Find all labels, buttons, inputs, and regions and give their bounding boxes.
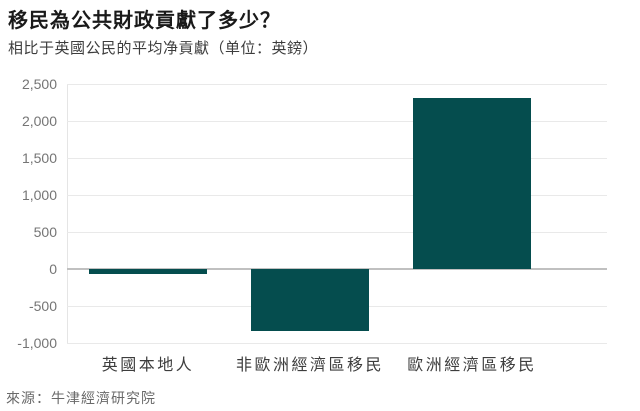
x-category-label: 歐洲經濟區移民 [407,357,537,374]
y-tick-label: 2,000 [21,113,57,129]
plot-area [67,84,607,344]
chart-subtitle: 相比于英國公民的平均净貢獻（单位：英鎊） [8,40,319,57]
y-tick-label: 0 [49,261,57,277]
gridline [67,158,607,159]
gridline [67,121,607,122]
y-tick-label: 2,500 [21,76,57,92]
y-axis-line [67,84,68,343]
x-category-label: 非歐洲經濟區移民 [235,357,384,374]
gridline [67,232,607,233]
y-tick-label: 1,000 [21,187,57,203]
chart-source: 來源：牛津經濟研究院 [6,390,156,406]
bar-2 [251,269,369,332]
chart-title: 移民為公共財政貢獻了多少？ [8,10,281,32]
gridline [67,195,607,196]
y-tick-label: -1,000 [17,335,57,351]
gridline [67,343,607,344]
y-tick-label: 1,500 [21,150,57,166]
x-category-label: 英國本地人 [101,357,195,374]
gridline [67,84,607,85]
bar-3 [413,98,531,269]
y-tick-label: -500 [28,298,57,314]
bar-1 [89,269,207,275]
y-tick-label: 500 [33,224,57,240]
